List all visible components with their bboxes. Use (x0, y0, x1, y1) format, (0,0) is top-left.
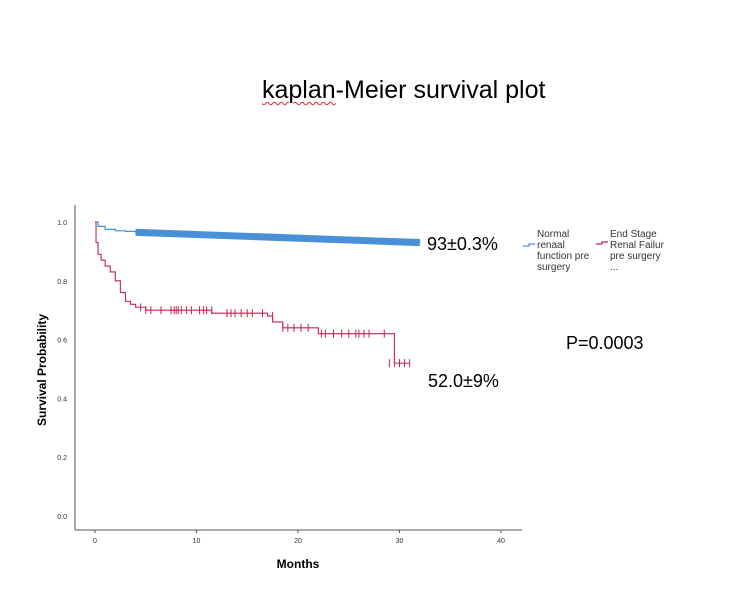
legend-line: surgery (537, 262, 571, 273)
annotation-esrf-survival: 52.0±9% (428, 371, 499, 391)
legend-line: pre surgery (610, 251, 661, 262)
legend-label-normal: Normal renaal function pre surgery (537, 229, 599, 273)
legend-swatch-esrf (596, 241, 608, 245)
x-tick-label: 10 (193, 538, 201, 545)
legend-swatch-normal (523, 243, 535, 247)
y-tick-label: 0.8 (57, 279, 67, 286)
x-axis-label: Months (277, 557, 320, 571)
legend-line: End Stage (610, 229, 657, 240)
p-value-label: P=0.0003 (566, 333, 644, 353)
legend-line: Renal Failur (610, 240, 664, 251)
annotation-normal-survival: 93±0.3% (427, 234, 498, 254)
chart-title: kaplan-Meier survival plot (262, 76, 545, 105)
x-tick-label: 0 (93, 538, 97, 545)
legend-line: function pre (537, 251, 590, 262)
y-tick-label: 0.2 (57, 455, 67, 462)
x-tick-label: 20 (294, 538, 302, 545)
legend-line: Normal (537, 229, 570, 240)
legend-label-esrf: End Stage Renal Failur pre surgery ... (610, 229, 668, 273)
x-tick-label: 40 (497, 538, 505, 545)
legend-line: ... (610, 262, 619, 273)
legend-line: renaal (537, 240, 565, 251)
y-tick-label: 0.4 (57, 396, 67, 403)
y-tick-label: 0.6 (57, 338, 67, 345)
y-tick-label: 0.0 (57, 514, 67, 521)
normal-censor-band (135, 228, 420, 247)
normal-survival-line (95, 221, 421, 243)
chart-title-word: kaplan (262, 76, 336, 104)
y-axis-label: Survival Probability (35, 314, 49, 426)
chart-title-rest: -Meier survival plot (335, 76, 546, 104)
x-tick-label: 30 (396, 538, 404, 545)
y-tick-label: 1.0 (57, 220, 67, 227)
